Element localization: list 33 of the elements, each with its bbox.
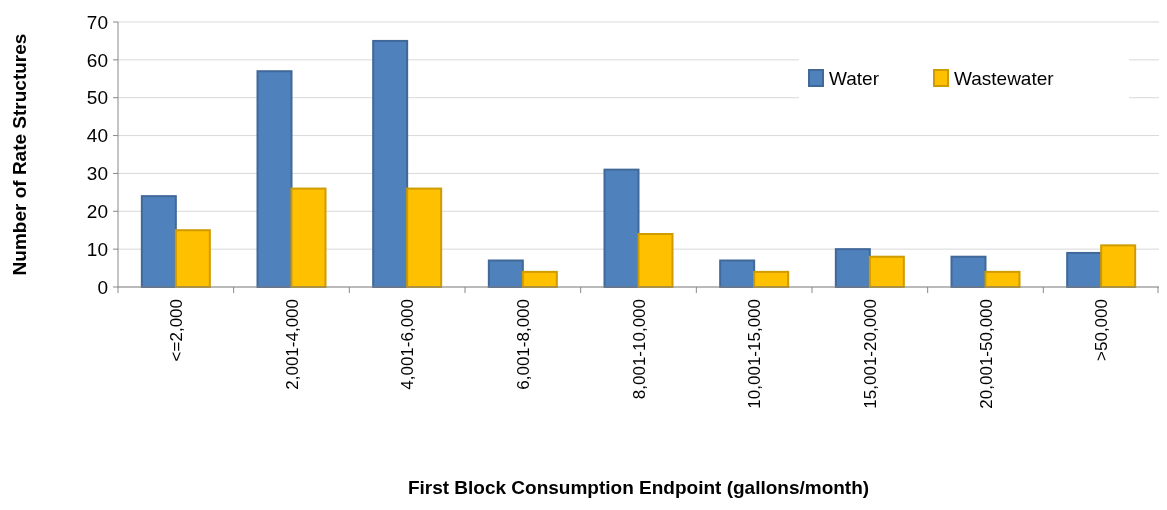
legend-label: Wastewater <box>954 67 1055 89</box>
bar <box>406 187 443 288</box>
y-tick-label: 50 <box>86 87 108 109</box>
x-tick-label: >50,000 <box>1092 299 1112 361</box>
y-tick-label: 0 <box>97 276 108 298</box>
y-tick-label: 20 <box>86 200 108 222</box>
bar <box>140 195 177 288</box>
bar <box>603 168 640 288</box>
x-tick-label: 6,001-8,000 <box>513 299 533 390</box>
bar <box>834 248 871 288</box>
x-axis-title: First Block Consumption Endpoint (gallons/month) <box>407 477 870 498</box>
x-tick-label: 10,001-15,000 <box>745 299 765 409</box>
x-tick-label: 15,001-20,000 <box>860 299 880 409</box>
legend-label: Water <box>829 67 880 89</box>
y-tick-label: 10 <box>86 238 108 260</box>
x-tick-label: 8,001-10,000 <box>629 299 649 400</box>
y-tick-label: 30 <box>86 163 108 185</box>
bar <box>950 255 987 288</box>
x-tick-label: 20,001-50,000 <box>976 299 996 409</box>
bar <box>1100 244 1137 288</box>
bar <box>256 70 293 288</box>
x-tick-label: <=2,000 <box>166 299 186 362</box>
bar <box>372 39 409 288</box>
y-tick-label: 60 <box>86 49 108 71</box>
bar <box>868 255 905 288</box>
y-tick-label: 40 <box>86 125 108 147</box>
bar <box>174 229 211 288</box>
y-axis-title: Number of Rate Structures <box>9 33 30 276</box>
x-tick-label: 2,001-4,000 <box>282 299 302 390</box>
bar <box>290 187 327 288</box>
y-tick-label: 70 <box>86 11 108 33</box>
x-tick-label: 4,001-6,000 <box>398 299 418 390</box>
bar <box>637 233 674 288</box>
